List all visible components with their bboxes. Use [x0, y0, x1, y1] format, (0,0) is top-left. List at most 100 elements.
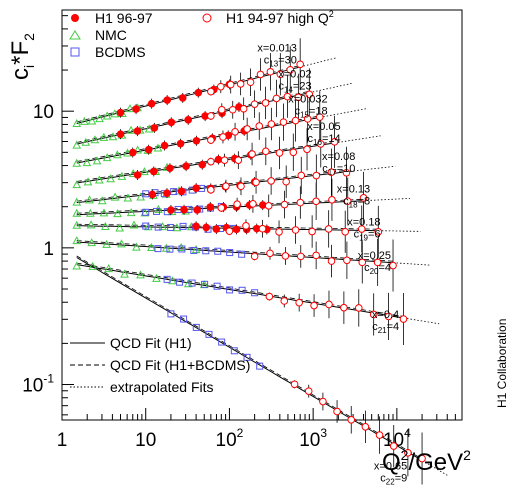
legend-h1-9697: H1 96-97: [95, 10, 153, 26]
fit-curve: [76, 241, 394, 264]
nmc-point: [110, 109, 120, 118]
nmc-point: [72, 236, 82, 245]
y-axis-F: F: [7, 41, 34, 56]
nmc-point: [72, 180, 82, 189]
bcdms-point: [170, 188, 178, 196]
y-axis-sub-i: i: [21, 65, 37, 68]
bcdms-point: [238, 286, 246, 294]
h1-9697-point: [150, 124, 159, 132]
bcdms-point: [192, 323, 200, 331]
nmc-point: [72, 261, 82, 270]
bin-c-label: c16=14: [308, 133, 341, 147]
y-tick-label: 1: [43, 239, 54, 260]
y-tick-label: 10-1: [22, 372, 54, 397]
x-axis-sup2: 2: [463, 447, 471, 463]
bin-c-label: c20=4: [364, 262, 391, 276]
x-tick-label: 102: [216, 426, 244, 451]
h1-9497-point: [389, 261, 397, 270]
bin-x-label: x=0.13: [337, 183, 370, 195]
nmc-point: [86, 208, 95, 217]
h1-9497-point: [333, 407, 341, 416]
fit-curve-dashed: [76, 65, 301, 123]
legend-bcdms: BCDMS: [95, 44, 146, 60]
nmc-point: [176, 242, 186, 251]
h1-9497-point: [234, 156, 243, 164]
h1-9497-point: [327, 168, 336, 176]
bcdms-point: [179, 222, 187, 230]
bin-c-label: c22=9: [380, 472, 407, 486]
y-axis-c: c: [7, 68, 34, 80]
h1-9697-point: [133, 127, 142, 135]
bcdms-point: [188, 279, 196, 287]
h1-9497-point: [375, 431, 384, 439]
nmc-point: [80, 116, 89, 125]
nmc-point: [72, 197, 82, 206]
h1-9697-point: [232, 225, 241, 234]
h1-9497-point: [404, 448, 412, 457]
h1-9497-point: [312, 251, 320, 260]
h1-9697-point: [192, 222, 200, 231]
h1-9497-point: [289, 148, 298, 157]
h1-9497-point: [304, 387, 313, 395]
nmc-point: [113, 150, 122, 159]
h1-9497-point: [374, 228, 383, 236]
bcdms-point: [230, 347, 238, 355]
bcdms-point: [153, 207, 161, 215]
nmc-point: [191, 245, 201, 254]
h1-9497-point: [219, 133, 227, 141]
x-axis-Q: Q: [382, 449, 401, 476]
h1-9497-point: [266, 249, 274, 258]
nmc-point: [110, 192, 120, 201]
h1-9497-point: [297, 171, 306, 180]
bcdms-point: [205, 330, 213, 338]
h1-9497-point: [291, 226, 300, 234]
nmc-point: [108, 132, 118, 141]
bin-c-label: c17=10: [322, 163, 355, 177]
nmc-point: [126, 125, 136, 134]
h1-9697-point: [206, 203, 215, 211]
h1-9697-point: [167, 118, 176, 127]
h1-9497-point: [328, 196, 336, 204]
nmc-point: [83, 177, 93, 186]
h1-9497-point: [217, 105, 226, 114]
nmc-point: [81, 137, 91, 146]
nmc-point: [147, 242, 156, 251]
h1-9697-point: [214, 155, 223, 164]
nmc-point: [102, 111, 112, 120]
x-axis-title: Q2/GeV2: [382, 447, 471, 476]
nmc-point: [132, 242, 141, 251]
h1-9497-point: [303, 115, 312, 123]
bcdms-point: [202, 247, 210, 255]
h1-9497-point: [207, 112, 215, 120]
extrapolated-fit: [363, 198, 411, 202]
legend-nmc-marker: [69, 30, 81, 40]
extrapolated-fit: [346, 165, 396, 173]
h1-9497-point: [207, 136, 215, 144]
h1-9497-point: [267, 120, 276, 128]
h1-9497-point: [290, 380, 299, 389]
h1-9497-point: [216, 82, 225, 91]
h1-9497-point: [243, 125, 251, 133]
fit-curve-dashed: [76, 255, 423, 460]
extrapolated-fit: [378, 230, 421, 232]
nmc-point: [133, 145, 142, 154]
h1-9697-point: [192, 184, 200, 192]
h1-9697-point: [116, 130, 125, 138]
nmc-point: [72, 158, 82, 167]
nmc-point: [123, 193, 133, 202]
h1-9697-point: [149, 167, 158, 176]
h1-9497-point: [250, 100, 259, 108]
h1-9497-point: [262, 147, 270, 156]
nmc-point: [97, 196, 107, 205]
h1-9697-point: [194, 88, 203, 97]
h1-9497-point: [308, 227, 316, 236]
h1-9497-point: [280, 297, 289, 305]
h1-9497-point: [220, 156, 229, 165]
h1-9497-point: [248, 150, 256, 158]
bcdms-point: [167, 223, 175, 231]
h1-9497-point: [286, 65, 295, 74]
h1-9697-point: [177, 187, 186, 196]
x-tick-label: 1: [57, 430, 68, 451]
